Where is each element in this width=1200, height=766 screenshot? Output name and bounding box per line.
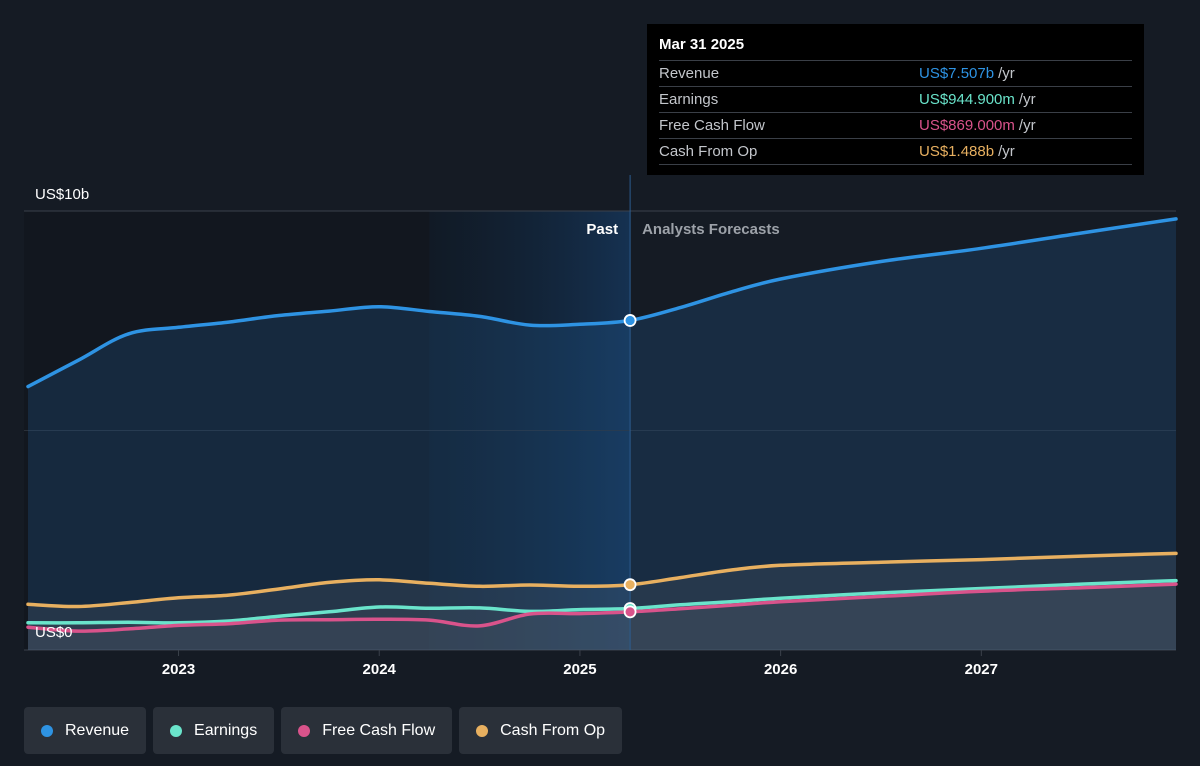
legend-label: Cash From Op [500,721,606,739]
tooltip: Mar 31 2025 Revenue US$7.507b /yr Earnin… [647,24,1144,175]
series-lines [26,217,1178,633]
legend: Revenue Earnings Free Cash Flow Cash Fro… [24,707,623,754]
tooltip-unit: /yr [1018,91,1036,108]
tooltip-label: Earnings [659,91,719,108]
x-tick-label: 2027 [965,661,998,678]
series-areas [28,218,1176,650]
tooltip-value: US$944.900m [919,91,1015,108]
legend-label: Earnings [194,721,258,739]
legend-dot-icon [170,724,183,737]
y-label-bottom: US$0 [35,624,73,641]
legend-item-revenue[interactable]: Revenue [24,707,147,754]
legend-dot-icon [41,724,53,737]
legend-label: Revenue [65,721,130,739]
tooltip-value: US$7.507b [919,65,995,82]
tooltip-value: US$1.488b [919,143,995,160]
tooltip-row-free-cash-flow: Free Cash Flow US$869.000m /yr [659,112,1132,138]
tooltip-unit: /yr [1018,117,1036,134]
earnings-line [26,578,1178,625]
revenue-line [26,217,1178,389]
tooltip-unit: /yr [998,143,1015,160]
y-label-top: US$10b [35,186,89,203]
revenue-area [28,218,1176,650]
legend-dot-icon [298,724,311,737]
free-cash-flow-area [28,584,1176,650]
tooltip-label: Cash From Op [659,143,758,160]
revenue-marker [623,314,637,327]
tooltip-row-cash-from-op: Cash From Op US$1.488b /yr [659,138,1132,165]
tooltip-row-earnings: Earnings US$944.900m /yr [659,86,1132,112]
x-tick-label: 2023 [162,661,195,678]
legend-item-cash-from-op[interactable]: Cash From Op [459,707,623,754]
x-axis-ticks: 2023 2024 2025 2026 2027 [162,650,998,678]
legend-item-earnings[interactable]: Earnings [153,707,275,754]
tooltip-date: Mar 31 2025 [659,36,745,53]
cash-from-op-line [26,551,1178,609]
legend-dot-icon [476,724,489,737]
free-cash-flow-line [26,582,1178,633]
x-tick-label: 2026 [764,661,797,678]
tooltip-label: Revenue [659,65,720,82]
current-value-markers [623,314,637,619]
x-tick-label: 2025 [563,661,596,678]
legend-label: Free Cash Flow [322,721,436,739]
cash-from-op-area [28,553,1176,650]
tooltip-unit: /yr [998,65,1015,82]
past-label: Past [586,221,618,238]
x-tick-label: 2024 [363,661,397,678]
forecast-label: Analysts Forecasts [642,221,780,238]
earnings-area [28,580,1176,650]
tooltip-label: Free Cash Flow [659,117,765,134]
tooltip-value: US$869.000m [919,117,1015,134]
tooltip-row-revenue: Revenue US$7.507b /yr [659,60,1132,86]
cash-from-op-marker [623,578,637,592]
free-cash-flow-marker [623,605,637,619]
legend-item-free-cash-flow[interactable]: Free Cash Flow [281,707,453,754]
